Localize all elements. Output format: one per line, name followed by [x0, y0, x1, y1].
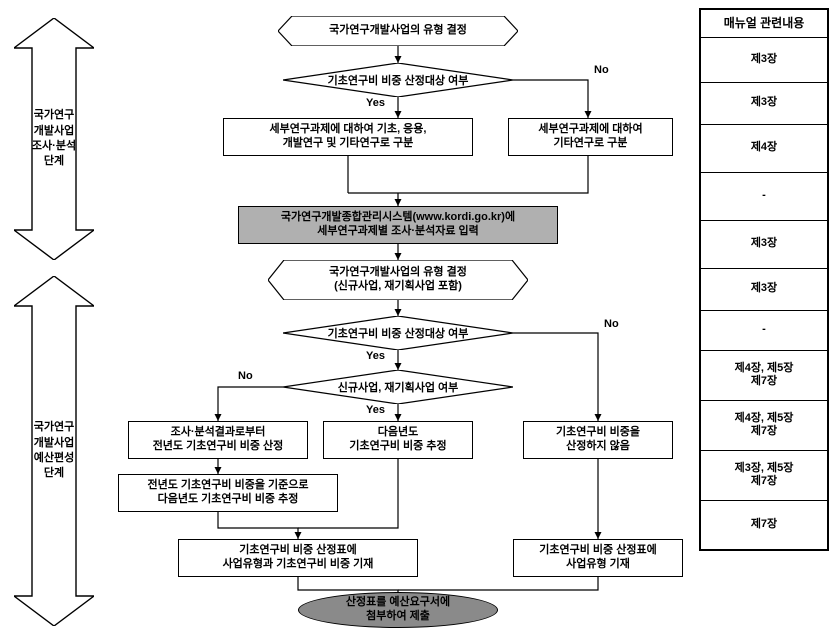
manual-ref-header: 매뉴얼 관련내용: [700, 9, 828, 37]
node-classify-other: 세부연구과제에 대하여 기타연구로 구분: [508, 118, 673, 156]
node-basic-research-check-1: 기초연구비 비중 산정대상 여부: [283, 63, 513, 97]
node-type-decision-1: 국가연구개발사업의 유형 결정: [278, 16, 518, 46]
manual-ref-row: -: [700, 310, 828, 350]
phase-1-label: 국가연구 개발사업 조사·분석 단계: [32, 108, 76, 170]
node-basic-research-check-2: 기초연구비 비중 산정대상 여부: [283, 316, 513, 350]
manual-ref-row: 제4장, 제5장 제7장: [700, 400, 828, 450]
label-yes-1: Yes: [366, 97, 385, 109]
flowchart: 국가연구개발사업의 유형 결정 기초연구비 비중 산정대상 여부 Yes No …: [118, 8, 688, 629]
node-estimate-from-prev: 전년도 기초연구비 비중을 기준으로 다음년도 기초연구비 비중 추정: [118, 474, 338, 512]
node-type-decision-2: 국가연구개발사업의 유형 결정 (신규사업, 재기획사업 포함): [268, 260, 528, 300]
node-record-type-ratio: 기초연구비 비중 산정표에 사업유형과 기초연구비 비중 기재: [178, 539, 418, 577]
manual-ref-row: 제3장: [700, 82, 828, 124]
manual-ref-row: 제4장: [700, 124, 828, 172]
manual-ref-row: 제3장: [700, 220, 828, 268]
node-new-project-check: 신규사업, 재기획사업 여부: [283, 370, 513, 404]
node-estimate-next-year: 다음년도 기초연구비 비중 추정: [323, 421, 473, 459]
node-submit: 산정표를 예산요구서에 첨부하여 제출: [298, 592, 498, 628]
node-classify-detailed: 세부연구과제에 대하여 기초, 응용, 개발연구 및 기타연구로 구분: [223, 118, 473, 156]
label-yes-2: Yes: [366, 350, 385, 362]
manual-ref-row: 제4장, 제5장 제7장: [700, 350, 828, 400]
label-yes-3: Yes: [366, 404, 385, 416]
node-no-calc: 기초연구비 비중을 산정하지 않음: [523, 421, 673, 459]
node-system-input: 국가연구개발종합관리시스템(www.kordi.go.kr)에 세부연구과제별 …: [238, 206, 558, 244]
manual-ref-table: 매뉴얼 관련내용 제3장제3장제4장-제3장제3장-제4장, 제5장 제7장제4…: [699, 8, 829, 551]
manual-ref-row: 제7장: [700, 500, 828, 550]
label-no-1: No: [594, 64, 609, 76]
label-no-2: No: [604, 318, 619, 330]
label-no-3: No: [238, 370, 253, 382]
phase-2-label: 국가연구 개발사업 예산편성 단계: [34, 420, 74, 482]
phase-arrow-2: 국가연구 개발사업 예산편성 단계: [14, 276, 94, 626]
manual-ref-row: 제3장: [700, 37, 828, 82]
manual-ref-row: 제3장: [700, 268, 828, 310]
manual-ref-row: -: [700, 172, 828, 220]
node-prev-year-ratio: 조사·분석결과로부터 전년도 기초연구비 비중 산정: [128, 421, 308, 459]
phase-arrow-1: 국가연구 개발사업 조사·분석 단계: [14, 18, 94, 260]
manual-ref-row: 제3장, 제5장 제7장: [700, 450, 828, 500]
node-record-type: 기초연구비 비중 산정표에 사업유형 기재: [513, 539, 683, 577]
